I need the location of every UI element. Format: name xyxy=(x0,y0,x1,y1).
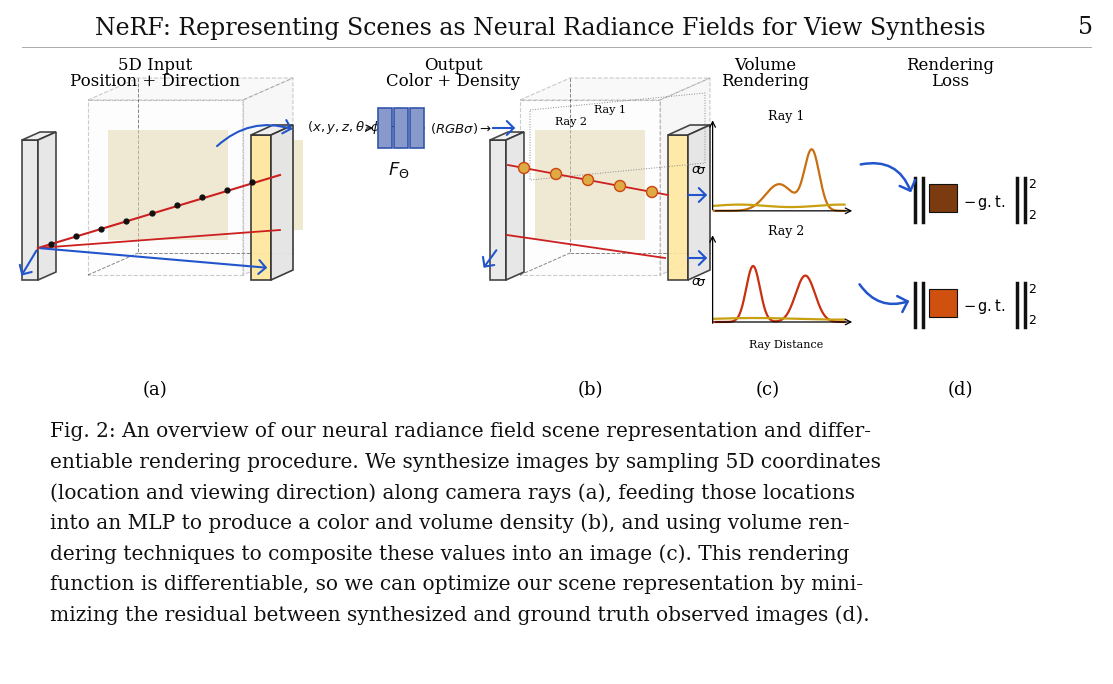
Polygon shape xyxy=(506,132,524,280)
Text: $2$: $2$ xyxy=(1028,314,1036,327)
Text: mizing the residual between synthesized and ground truth observed images (d).: mizing the residual between synthesized … xyxy=(50,605,869,624)
Circle shape xyxy=(551,168,561,179)
Text: function is differentiable, so we can optimize our scene representation by mini-: function is differentiable, so we can op… xyxy=(50,575,863,594)
Bar xyxy=(929,289,957,317)
Text: $(x,y,z,\theta,\phi)\rightarrow$: $(x,y,z,\theta,\phi)\rightarrow$ xyxy=(307,120,400,137)
Polygon shape xyxy=(668,125,710,135)
Text: Output: Output xyxy=(424,57,482,75)
Polygon shape xyxy=(660,78,710,275)
Polygon shape xyxy=(88,78,293,100)
Text: Ray 1: Ray 1 xyxy=(768,110,804,123)
Text: $(RGB\sigma)\rightarrow$: $(RGB\sigma)\rightarrow$ xyxy=(430,120,492,135)
Text: NeRF: Representing Scenes as Neural Radiance Fields for View Synthesis: NeRF: Representing Scenes as Neural Radi… xyxy=(95,16,985,40)
Text: $-\,\mathrm{g.t.}$: $-\,\mathrm{g.t.}$ xyxy=(963,192,1005,211)
Text: (c): (c) xyxy=(756,381,780,399)
Polygon shape xyxy=(270,125,293,280)
Circle shape xyxy=(582,174,593,185)
Text: $2$: $2$ xyxy=(1028,178,1036,191)
Text: Ray 2: Ray 2 xyxy=(555,117,587,127)
Text: Ray 1: Ray 1 xyxy=(594,105,626,115)
Bar xyxy=(378,108,392,148)
Text: into an MLP to produce a color and volume density (b), and using volume ren-: into an MLP to produce a color and volum… xyxy=(50,514,849,533)
Text: Loss: Loss xyxy=(930,73,969,90)
Polygon shape xyxy=(252,125,293,135)
Text: Fig. 2: An overview of our neural radiance field scene representation and differ: Fig. 2: An overview of our neural radian… xyxy=(50,422,871,441)
Circle shape xyxy=(647,187,658,198)
Polygon shape xyxy=(22,140,38,280)
Polygon shape xyxy=(490,132,524,140)
Text: $\sigma$: $\sigma$ xyxy=(691,163,701,176)
Text: Color + Density: Color + Density xyxy=(386,73,520,90)
Circle shape xyxy=(519,163,530,174)
Bar xyxy=(108,130,228,240)
Polygon shape xyxy=(490,140,506,280)
Polygon shape xyxy=(22,132,56,140)
Circle shape xyxy=(614,181,626,192)
Polygon shape xyxy=(520,100,660,275)
Text: $2$: $2$ xyxy=(1028,283,1036,296)
Polygon shape xyxy=(520,78,710,100)
Polygon shape xyxy=(668,135,688,280)
Text: 5: 5 xyxy=(1077,16,1093,40)
Text: (location and viewing direction) along camera rays (a), feeding those locations: (location and viewing direction) along c… xyxy=(50,483,855,503)
Text: Rendering: Rendering xyxy=(906,57,994,75)
Text: entiable rendering procedure. We synthesize images by sampling 5D coordinates: entiable rendering procedure. We synthes… xyxy=(50,453,880,471)
Polygon shape xyxy=(688,125,710,280)
Text: $F_{\Theta}$: $F_{\Theta}$ xyxy=(388,160,410,180)
Text: $\sigma$: $\sigma$ xyxy=(696,163,706,176)
Polygon shape xyxy=(252,135,270,280)
Text: $-\,\mathrm{g.t.}$: $-\,\mathrm{g.t.}$ xyxy=(963,298,1005,317)
Polygon shape xyxy=(38,132,56,280)
Text: Volume: Volume xyxy=(733,57,796,75)
Text: dering techniques to composite these values into an image (c). This rendering: dering techniques to composite these val… xyxy=(50,544,849,564)
Text: $\sigma$: $\sigma$ xyxy=(691,276,701,289)
Bar xyxy=(253,140,303,230)
Bar xyxy=(410,108,424,148)
Polygon shape xyxy=(88,100,243,275)
Text: Rendering: Rendering xyxy=(721,73,809,90)
Polygon shape xyxy=(243,78,293,275)
Text: 5D Input: 5D Input xyxy=(118,57,193,75)
Bar xyxy=(929,184,957,212)
Bar xyxy=(394,108,408,148)
Text: (d): (d) xyxy=(947,381,973,399)
Bar xyxy=(535,130,646,240)
Text: $\sigma$: $\sigma$ xyxy=(696,276,706,289)
Text: $2$: $2$ xyxy=(1028,209,1036,222)
Text: Ray 2: Ray 2 xyxy=(768,225,804,238)
Text: (b): (b) xyxy=(578,381,603,399)
Text: Position + Direction: Position + Direction xyxy=(70,73,240,90)
Text: Ray Distance: Ray Distance xyxy=(749,339,823,350)
Text: (a): (a) xyxy=(142,381,167,399)
